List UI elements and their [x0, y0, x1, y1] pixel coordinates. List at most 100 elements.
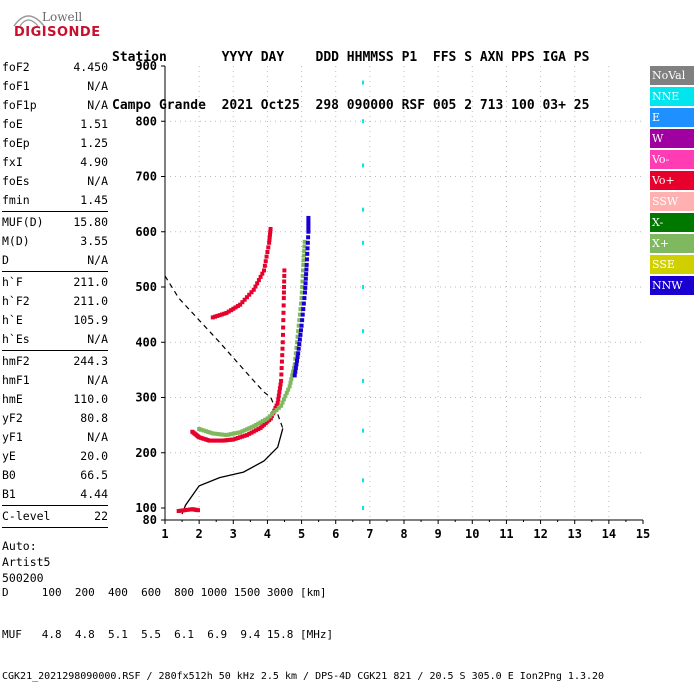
logo-lowell-text: Lowell: [42, 10, 83, 24]
echo-point: [265, 250, 270, 255]
echo-point: [268, 226, 273, 231]
param-row-clevel: C-level 22: [2, 507, 108, 526]
echo-point: [262, 263, 267, 268]
footer-file-line: CGK21_2021298090000.RSF / 280fx512h 50 k…: [2, 671, 605, 682]
echo-point: [302, 296, 307, 301]
echo-point: [303, 285, 308, 290]
echo-point: [281, 296, 286, 301]
echo-point: [299, 290, 304, 295]
y-tick-label: 700: [135, 170, 157, 184]
station-header: Station YYYY DAY DDD HHMMSS P1 FFS S AXN…: [112, 18, 589, 130]
x-tick-label: 9: [435, 527, 442, 541]
echo-point: [299, 328, 304, 333]
echo-point: [247, 292, 252, 297]
echo-point: [265, 416, 270, 421]
echo-point: [275, 401, 280, 406]
x-tick-label: 3: [230, 527, 237, 541]
param-name: hmE: [2, 392, 23, 406]
echo-point: [301, 258, 306, 263]
echo-point: [219, 432, 224, 437]
autoscaling-line: Artist5: [2, 555, 51, 569]
x-tick-label: 11: [499, 527, 513, 541]
echo-point: [206, 429, 211, 434]
echo-point: [301, 262, 306, 267]
echo-point: [242, 433, 247, 438]
param-row-fof1: foF1 N/A: [2, 77, 108, 96]
echo-point: [280, 340, 285, 345]
echo-point: [300, 268, 305, 273]
echo-point: [276, 393, 281, 398]
param-name: hmF2: [2, 354, 30, 368]
param-separator: [2, 211, 108, 212]
param-name: fmin: [2, 193, 30, 207]
echo-point: [298, 307, 303, 312]
echo-point: [279, 366, 284, 371]
echo-point: [244, 427, 249, 432]
param-row-yf1: yF1 N/A: [2, 428, 108, 447]
param-name: foF1: [2, 79, 30, 93]
echo-point: [295, 358, 300, 363]
logo-arc-icon: [13, 15, 45, 27]
echo-point: [295, 354, 300, 359]
param-value: 1.25: [80, 136, 108, 150]
echo-point: [362, 329, 365, 334]
footer-muf-line: MUF 4.8 4.8 5.1 5.5 6.1 6.9 9.4 15.8 [MH…: [2, 628, 334, 641]
param-value: 66.5: [80, 468, 108, 482]
echo-point: [254, 428, 259, 433]
echo-point: [362, 478, 365, 483]
echo-point: [222, 311, 227, 316]
legend-x-swatch: X+: [650, 234, 694, 253]
echo-point: [264, 254, 269, 259]
echo-point: [217, 313, 222, 318]
echo-point: [306, 226, 311, 231]
echo-point: [268, 416, 273, 421]
echo-point: [213, 314, 218, 319]
echo-point: [263, 259, 268, 264]
digisonde-logo: Lowell DIGISONDE: [4, 6, 100, 46]
param-row-foep: foEp 1.25: [2, 134, 108, 153]
param-name: h`E: [2, 313, 23, 327]
echo-point: [294, 362, 299, 367]
echo-point: [362, 506, 365, 510]
param-name: foF1p: [2, 98, 37, 112]
echo-point: [302, 290, 307, 295]
echo-point: [254, 422, 259, 427]
echo-point: [260, 271, 265, 276]
echo-point: [297, 337, 302, 342]
electron-density-profile-dashed: [164, 275, 284, 429]
echo-point: [278, 382, 283, 387]
param-value: 244.3: [73, 354, 108, 368]
echo-point: [274, 408, 279, 413]
echo-point: [304, 267, 309, 272]
echo-point: [304, 257, 309, 262]
param-separator: [2, 527, 108, 528]
param-name: foE: [2, 117, 23, 131]
param-value: N/A: [87, 253, 108, 267]
y-tick-label: 100: [135, 501, 157, 515]
echo-point: [209, 438, 214, 443]
echo-point: [238, 430, 243, 435]
echo-point: [276, 397, 281, 402]
param-row-foe: foE 1.51: [2, 115, 108, 134]
echo-point: [233, 305, 238, 310]
echo-point: [197, 426, 202, 431]
echo-point: [306, 235, 311, 240]
x-tick-label: 10: [465, 527, 479, 541]
echo-point: [231, 431, 236, 436]
x-tick-label: 1: [161, 527, 168, 541]
param-value: 80.8: [80, 411, 108, 425]
echo-point: [281, 325, 286, 330]
param-row-hme: hmE 110.0: [2, 390, 108, 409]
echo-point: [235, 304, 240, 309]
echo-point: [201, 428, 206, 433]
echo-point: [301, 253, 306, 258]
echo-point: [279, 359, 284, 364]
echo-point: [267, 414, 272, 419]
param-name: B1: [2, 487, 16, 501]
param-row-fof1p: foF1p N/A: [2, 96, 108, 115]
x-tick-label: 2: [196, 527, 203, 541]
echo-point: [255, 281, 260, 286]
param-value: 105.9: [73, 313, 108, 327]
echo-point: [224, 433, 229, 438]
param-value: N/A: [87, 373, 108, 387]
